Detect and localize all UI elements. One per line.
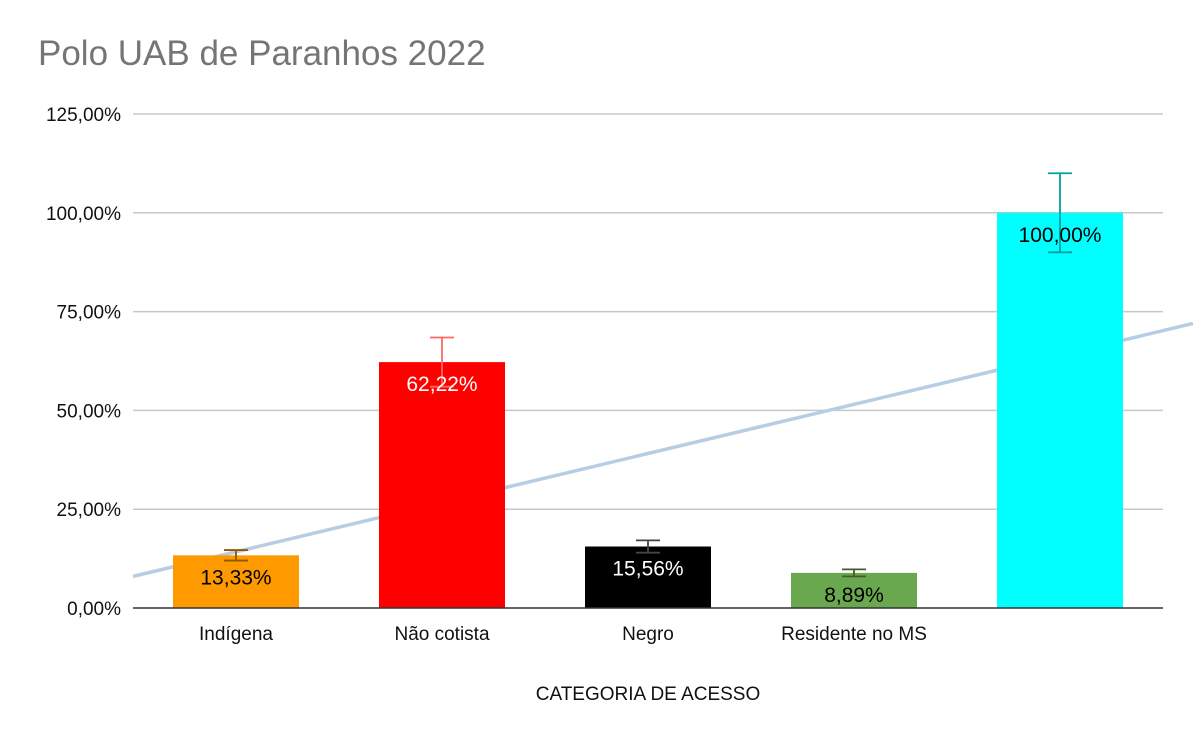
y-tick-label: 125,00% xyxy=(46,105,121,126)
chart-title: Polo UAB de Paranhos 2022 xyxy=(38,34,486,73)
x-tick-label: Negro xyxy=(622,624,674,645)
y-tick-label: 0,00% xyxy=(67,599,121,620)
y-tick-label: 25,00% xyxy=(57,500,122,521)
bar xyxy=(379,362,505,608)
data-labels: 13,33% 62,22% 15,56% 8,89% 100,00% xyxy=(200,224,1101,607)
bars xyxy=(173,212,1123,609)
error-bars xyxy=(224,172,1072,578)
gridlines xyxy=(133,113,1163,510)
x-tick-label: Residente no MS xyxy=(781,624,927,645)
data-label: 15,56% xyxy=(612,558,683,581)
y-tick-label: 100,00% xyxy=(46,204,121,225)
data-label: 100,00% xyxy=(1019,224,1102,247)
x-axis-title: CATEGORIA DE ACESSO xyxy=(536,684,761,705)
bar xyxy=(585,546,711,608)
bar xyxy=(997,212,1123,609)
axes: 0,00% 25,00% 50,00% 75,00% 100,00% 125,00% Ind… xyxy=(46,105,1163,645)
data-label: 8,89% xyxy=(824,584,884,607)
x-tick-label: Não cotista xyxy=(394,624,489,645)
bar xyxy=(173,555,299,608)
data-label: 13,33% xyxy=(200,566,271,589)
data-label: 62,22% xyxy=(406,373,477,396)
bar xyxy=(791,572,917,608)
y-tick-label: 50,00% xyxy=(57,401,122,422)
x-tick-label: Indígena xyxy=(199,624,273,645)
y-tick-label: 75,00% xyxy=(57,303,122,324)
